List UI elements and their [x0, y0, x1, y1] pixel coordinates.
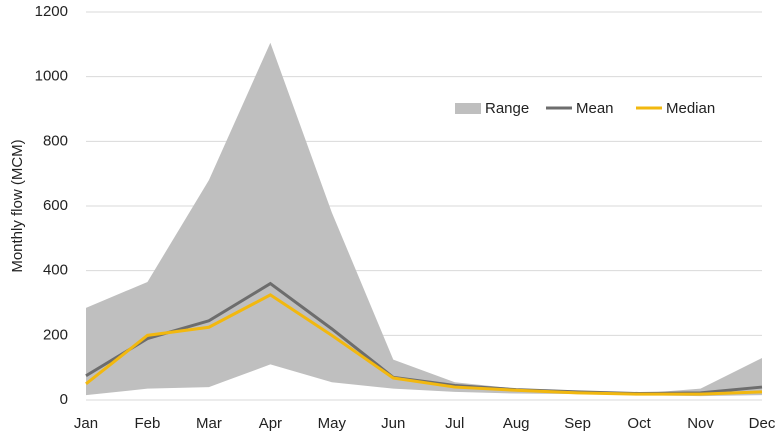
x-tick-label: Feb	[135, 415, 161, 432]
x-tick-label: Aug	[503, 415, 530, 432]
x-tick-label: Dec	[749, 415, 776, 432]
x-tick-label: Oct	[627, 415, 651, 432]
legend-label: Range	[485, 100, 529, 117]
y-tick-label: 600	[43, 197, 68, 214]
x-tick-label: Sep	[564, 415, 591, 432]
y-tick-label: 1200	[35, 3, 68, 20]
x-tick-label: Apr	[259, 415, 282, 432]
y-tick-label: 800	[43, 132, 68, 149]
legend-label: Mean	[576, 100, 614, 117]
x-tick-label: Jun	[381, 415, 405, 432]
y-tick-label: 200	[43, 326, 68, 343]
range-area	[86, 42, 762, 397]
y-tick-label: 1000	[35, 68, 68, 85]
y-tick-label: 0	[60, 391, 68, 408]
x-tick-label: Jul	[445, 415, 464, 432]
x-tick-label: Mar	[196, 415, 222, 432]
legend-label: Median	[666, 100, 715, 117]
y-axis-label: Monthly flow (MCM)	[9, 139, 26, 272]
x-tick-label: Jan	[74, 415, 98, 432]
x-tick-label: May	[318, 415, 347, 432]
y-tick-label: 400	[43, 262, 68, 279]
x-tick-label: Nov	[687, 415, 714, 432]
line	[85, 293, 763, 396]
legend-swatch	[455, 103, 481, 114]
